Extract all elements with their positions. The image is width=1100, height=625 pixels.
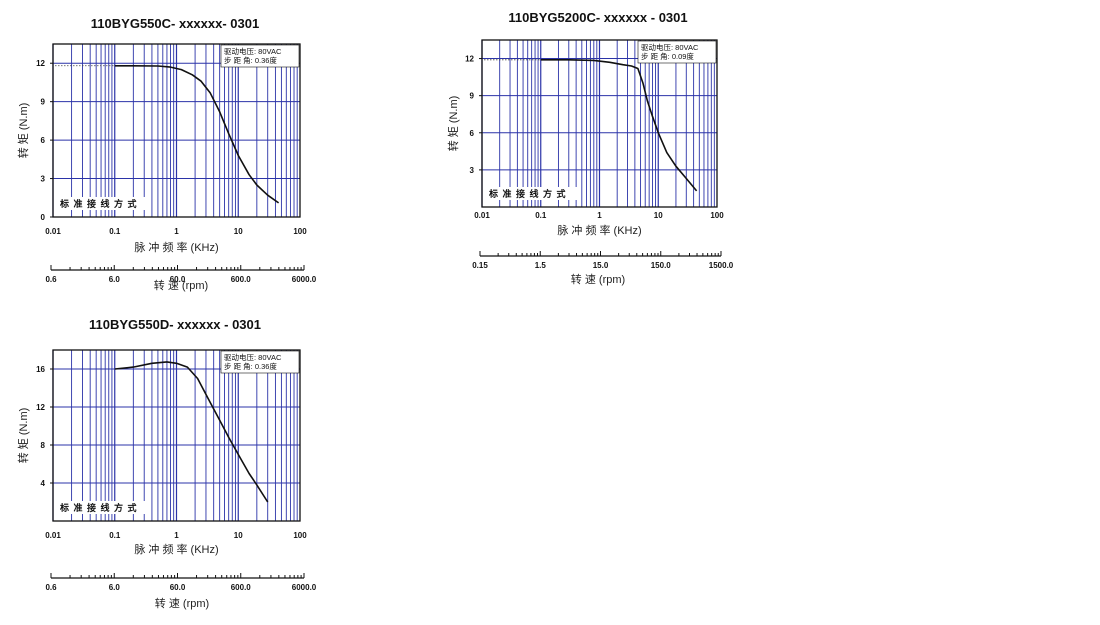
speed-tick-label: 15.0: [593, 261, 609, 270]
y-tick-label: 12: [36, 403, 45, 412]
x-tick-label: 0.1: [535, 211, 547, 220]
speed-tick-label: 6000.0: [292, 583, 317, 592]
chart-panel-550d: 110BYG550D- xxxxxx - 0301 4 8 12 16 0.01 0.1 1 1…: [15, 315, 325, 620]
x-axis-label: 脉 冲 频 率 (KHz): [557, 223, 641, 237]
notes-box: [220, 44, 300, 68]
x-tick-label: 1: [174, 531, 179, 540]
y-tick-label: 8: [41, 441, 46, 450]
y-axis-label: 转 矩 (N.m): [16, 103, 30, 159]
speed-tick-label: 60.0: [170, 275, 186, 284]
chart-550d: 110BYG550D- xxxxxx - 0301 4 8 12 16 0.01 0.1 1 1…: [16, 317, 317, 610]
chart-5200c: 110BYG5200C- xxxxxx - 0301 3 6 9 12 0.01 0.1 1 1…: [446, 10, 734, 286]
plot-frame: [52, 43, 301, 218]
chart-title: 110BYG5200C- xxxxxx - 0301: [508, 10, 687, 25]
speed-tick-label: 6000.0: [292, 275, 317, 284]
x-tick-label: 100: [293, 227, 307, 236]
standard-wiring-label: 标 准 接 线 方 式: [59, 502, 138, 513]
y-tick-label: 6: [41, 136, 46, 145]
x-axis-label: 脉 冲 频 率 (KHz): [134, 240, 218, 254]
speed-tick-label: 150.0: [651, 261, 672, 270]
y-tick-label: 6: [470, 129, 475, 138]
note-text: 驱动电压: 80VAC: [641, 42, 699, 52]
torque-curve: [114, 64, 280, 204]
standard-label-bg: [57, 197, 149, 210]
y-tick-label: 12: [465, 55, 474, 64]
x-axis-label: 脉 冲 频 率 (KHz): [134, 542, 218, 556]
speed-tick-label: 0.6: [45, 583, 57, 592]
y-tick-label: 9: [470, 92, 475, 101]
note-text: 驱动电压: 80VAC: [224, 352, 282, 362]
torque-curve: [114, 361, 269, 503]
notes-box: [637, 40, 717, 64]
speed-tick-label: 600.0: [231, 583, 252, 592]
speed-tick-label: 60.0: [170, 583, 186, 592]
note-text: 步 距 角: 0.36度: [224, 55, 277, 65]
y-tick-label: 9: [41, 98, 46, 107]
x-tick-label: 0.1: [109, 227, 121, 236]
y-axis-label: 转 矩 (N.m): [16, 408, 30, 464]
x-tick-label: 10: [654, 211, 663, 220]
plot-frame: [481, 39, 718, 208]
note-text: 步 距 角: 0.09度: [641, 51, 694, 61]
y-axis-label: 转 矩 (N.m): [446, 96, 460, 152]
standard-label-bg: [57, 501, 149, 514]
x-tick-label: 0.1: [109, 531, 121, 540]
x-tick-label: 0.01: [45, 227, 61, 236]
plot-frame: [52, 349, 301, 522]
x-tick-label: 1: [174, 227, 179, 236]
x-tick-label: 1: [597, 211, 602, 220]
chart-panel-550c: 110BYG550C- xxxxxx- 0301 0 3 6 9 12 0.01 0.1 1 10…: [15, 12, 325, 312]
standard-wiring-label: 标 准 接 线 方 式: [59, 198, 138, 209]
x-tick-label: 100: [710, 211, 724, 220]
notes-box: [220, 350, 300, 374]
x-tick-label: 10: [234, 227, 243, 236]
y-tick-label: 12: [36, 59, 45, 68]
note-text: 步 距 角: 0.36度: [224, 361, 277, 371]
speed-axis-label: 转 速 (rpm): [154, 278, 208, 292]
y-tick-label: 16: [36, 365, 45, 374]
torque-curve: [540, 58, 698, 192]
y-tick-label: 4: [41, 479, 46, 488]
note-text: 驱动电压: 80VAC: [224, 46, 282, 56]
chart-title: 110BYG550D- xxxxxx - 0301: [89, 317, 261, 332]
standard-label-bg: [486, 187, 578, 200]
x-tick-label: 10: [234, 531, 243, 540]
speed-tick-label: 6.0: [109, 583, 121, 592]
x-tick-label: 0.01: [474, 211, 490, 220]
chart-title: 110BYG550C- xxxxxx- 0301: [91, 16, 259, 31]
speed-tick-label: 1500.0: [709, 261, 734, 270]
speed-tick-label: 600.0: [231, 275, 252, 284]
speed-tick-label: 6.0: [109, 275, 121, 284]
standard-wiring-label: 标 准 接 线 方 式: [488, 188, 567, 199]
y-tick-label: 3: [41, 175, 46, 184]
speed-axis-label: 转 速 (rpm): [571, 272, 625, 286]
speed-tick-label: 0.6: [45, 275, 57, 284]
chart-550c: 110BYG550C- xxxxxx- 0301 0 3 6 9 12 0.01 0.1 1 10…: [16, 16, 317, 292]
speed-axis-label: 转 速 (rpm): [155, 596, 209, 610]
speed-tick-label: 1.5: [535, 261, 547, 270]
y-tick-label: 0: [41, 213, 46, 222]
chart-panel-5200c: 110BYG5200C- xxxxxx - 0301 3 6 9 12 0.01 0.1 1 1…: [445, 8, 745, 293]
x-tick-label: 100: [293, 531, 307, 540]
speed-tick-label: 0.15: [472, 261, 488, 270]
x-tick-label: 0.01: [45, 531, 61, 540]
y-tick-label: 3: [470, 166, 475, 175]
